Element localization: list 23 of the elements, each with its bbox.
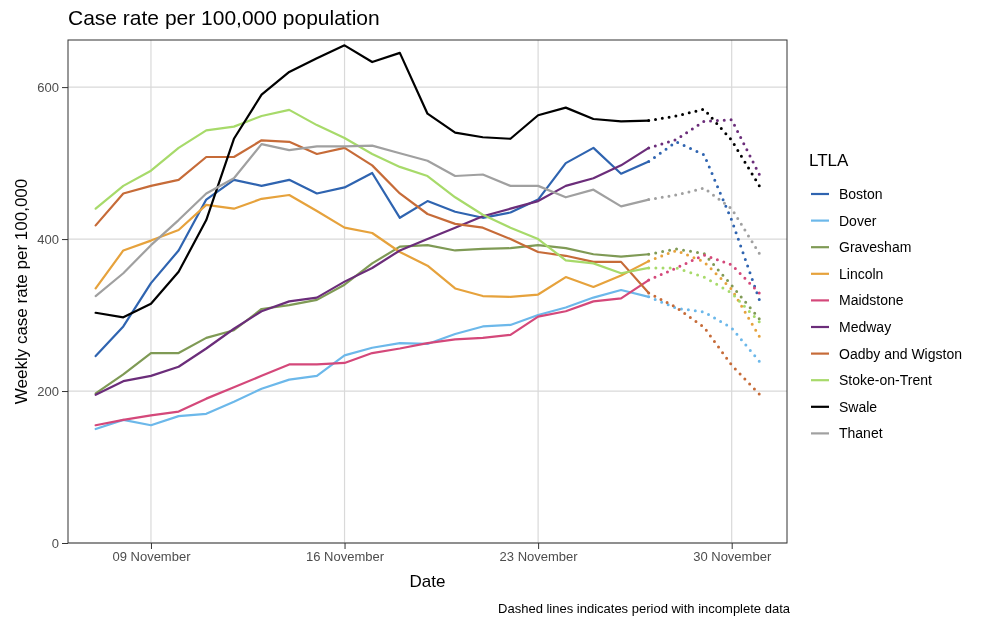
- legend-label: Lincoln: [839, 265, 884, 282]
- x-tick-label: 16 November: [306, 549, 385, 565]
- legend-label: Thanet: [839, 425, 883, 442]
- y-axis-title: Weekly case rate per 100,000: [12, 178, 31, 405]
- legend-label: Dover: [839, 212, 877, 229]
- chart-title: Case rate per 100,000 population: [68, 6, 380, 29]
- x-tick-label: 23 November: [499, 549, 579, 565]
- legend-label: Gravesham: [839, 239, 912, 256]
- y-tick-label: 400: [37, 231, 59, 247]
- y-tick-label: 0: [51, 535, 59, 551]
- legend-label: Maidstone: [839, 292, 904, 309]
- y-tick-label: 200: [37, 383, 59, 399]
- legend-label: Boston: [839, 186, 883, 202]
- legend-label: Stoke-on-Trent: [839, 372, 932, 389]
- x-tick-label: 09 November: [112, 549, 192, 565]
- text: Dashed lines indicates period with incomplete data: [498, 601, 791, 616]
- x-tick-label: 30 November: [693, 549, 772, 565]
- legend-title: LTLA: [809, 151, 850, 170]
- legend-label: Medway: [839, 319, 892, 335]
- y-tick-label: 600: [37, 79, 59, 95]
- legend-label: Swale: [839, 398, 878, 415]
- legend-label: Oadby and Wigston: [839, 345, 962, 362]
- x-axis-title: Date: [409, 572, 446, 591]
